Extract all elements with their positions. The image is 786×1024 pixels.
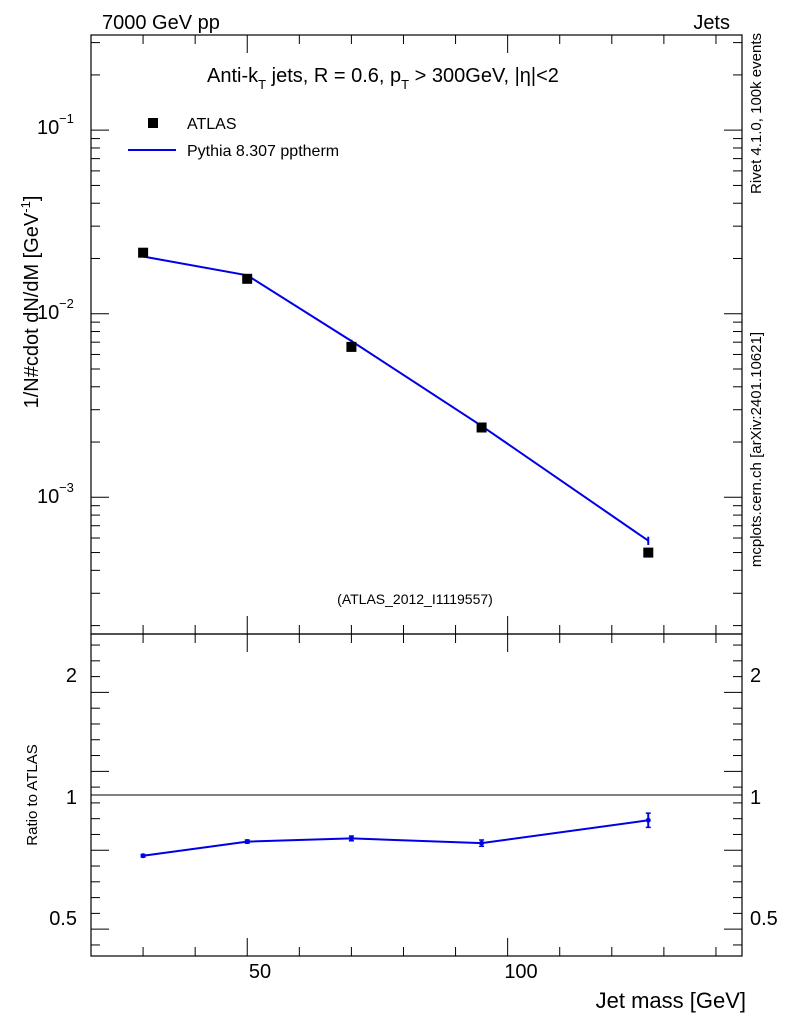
- main-ytick-label-0: 10 −1: [37, 111, 74, 139]
- ratio-y-axis-label: Ratio to ATLAS: [24, 744, 41, 845]
- main-y-axis-label: 1/N#cdot dN/dM [GeV-1]: [18, 196, 43, 409]
- main-axis-ticks: [91, 42, 742, 627]
- ratio-ytick-label-2-right: 2: [750, 665, 761, 687]
- xtick-label-100: 100: [504, 961, 537, 983]
- atlas-data-point: [242, 273, 253, 284]
- svg-text:Anti-kT jets, R = 0.6, pT > 30: Anti-kT jets, R = 0.6, pT > 300GeV, |η|<…: [207, 65, 559, 92]
- svg-text:1/N#cdot dN/dM [GeV-1]: 1/N#cdot dN/dM [GeV-1]: [18, 196, 43, 409]
- ratio-ytick-label-2-left: 2: [66, 665, 77, 687]
- legend-atlas-label: ATLAS: [187, 116, 237, 133]
- ratio-point: [244, 839, 250, 845]
- ratio-line: [142, 819, 649, 857]
- ratio-ytick-label-05-right: 0.5: [750, 908, 778, 930]
- svg-text:−2: −2: [59, 296, 74, 311]
- mcplots-label: mcplots.cern.ch [arXiv:2401.10621]: [748, 332, 765, 567]
- main-atlas-series: [138, 247, 654, 558]
- ratio-point: [140, 853, 146, 859]
- plot-title: Anti-kT jets, R = 0.6, pT > 300GeV, |η|<…: [207, 65, 559, 92]
- header-left: 7000 GeV pp: [102, 12, 220, 34]
- header-right: Jets: [693, 12, 730, 34]
- ratio-series: [140, 812, 651, 859]
- ratio-ytick-label-1-left: 1: [66, 787, 77, 809]
- legend: ATLAS Pythia 8.307 pptherm: [128, 116, 339, 160]
- atlas-data-point: [346, 341, 357, 352]
- legend-mc-label: Pythia 8.307 pptherm: [187, 143, 339, 160]
- svg-text:10: 10: [37, 302, 59, 324]
- ratio-ytick-label-05-left: 0.5: [49, 908, 77, 930]
- x-axis-label: Jet mass [GeV]: [596, 988, 746, 1013]
- rivet-label: Rivet 4.1.0, 100k events: [748, 33, 765, 194]
- main-ytick-label-2: 10 −3: [37, 480, 74, 508]
- ratio-point: [645, 817, 651, 823]
- atlas-data-point: [643, 547, 654, 558]
- ratio-point: [479, 840, 485, 846]
- main-mc-series: [142, 255, 650, 545]
- svg-text:−1: −1: [59, 111, 74, 126]
- atlas-data-point: [138, 247, 149, 258]
- svg-text:10: 10: [37, 486, 59, 508]
- svg-text:−3: −3: [59, 480, 74, 495]
- mc-line: [142, 255, 649, 542]
- legend-atlas-marker: [148, 118, 158, 128]
- main-ytick-label-1: 10 −2: [37, 296, 74, 324]
- atlas-data-point: [476, 422, 487, 433]
- svg-text:10: 10: [37, 117, 59, 139]
- ratio-axis-ticks: [91, 644, 742, 946]
- x-axis-ticks: [90, 35, 717, 956]
- analysis-id: (ATLAS_2012_I1119557): [337, 591, 493, 607]
- xtick-label-50: 50: [249, 961, 271, 983]
- ratio-ytick-label-1-right: 1: [750, 787, 761, 809]
- ratio-point: [348, 835, 354, 841]
